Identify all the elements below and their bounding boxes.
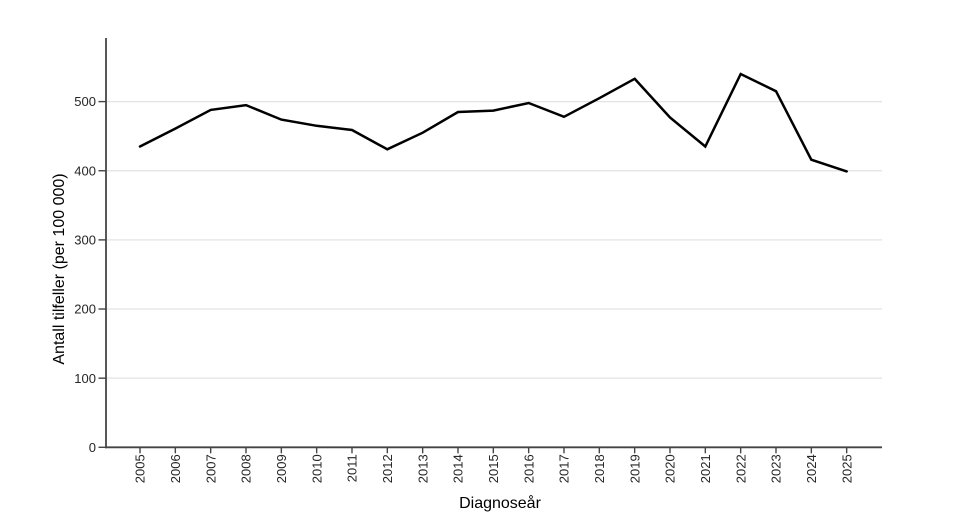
x-axis-title: Diagnoseår [459, 495, 541, 512]
y-tick-label: 0 [89, 440, 96, 455]
x-tick-label: 2008 [239, 454, 254, 483]
x-tick-label: 2020 [663, 454, 678, 483]
x-tick-label: 2023 [769, 454, 784, 483]
y-tick-label: 400 [74, 163, 96, 178]
x-tick-label: 2010 [309, 454, 324, 483]
x-tick-label: 2022 [733, 454, 748, 483]
x-tick-label: 2013 [415, 454, 430, 483]
x-tick-label: 2012 [380, 454, 395, 483]
x-tick-label: 2005 [133, 454, 148, 483]
x-tick-label: 2015 [486, 454, 501, 483]
x-tick-label: 2017 [557, 454, 572, 483]
x-tick-label: 2014 [451, 454, 466, 483]
x-tick-label: 2016 [521, 454, 536, 483]
x-tick-label: 2011 [345, 454, 360, 482]
y-tick-label: 200 [74, 302, 96, 317]
y-axis-title: Antall tilfeller (per 100 000) [51, 173, 68, 365]
x-tick-label: 2007 [203, 454, 218, 483]
x-tick-label: 2025 [839, 454, 854, 483]
x-tick-label: 2009 [274, 454, 289, 483]
y-tick-label: 100 [74, 371, 96, 386]
x-tick-label: 2006 [168, 454, 183, 483]
x-tick-label: 2024 [804, 454, 819, 483]
x-tick-label: 2019 [627, 454, 642, 483]
data-series-line [138, 72, 848, 173]
x-tick-label: 2018 [592, 454, 607, 483]
x-tick-label: 2021 [698, 454, 713, 483]
y-tick-label: 500 [74, 94, 96, 109]
y-tick-label: 300 [74, 232, 96, 247]
